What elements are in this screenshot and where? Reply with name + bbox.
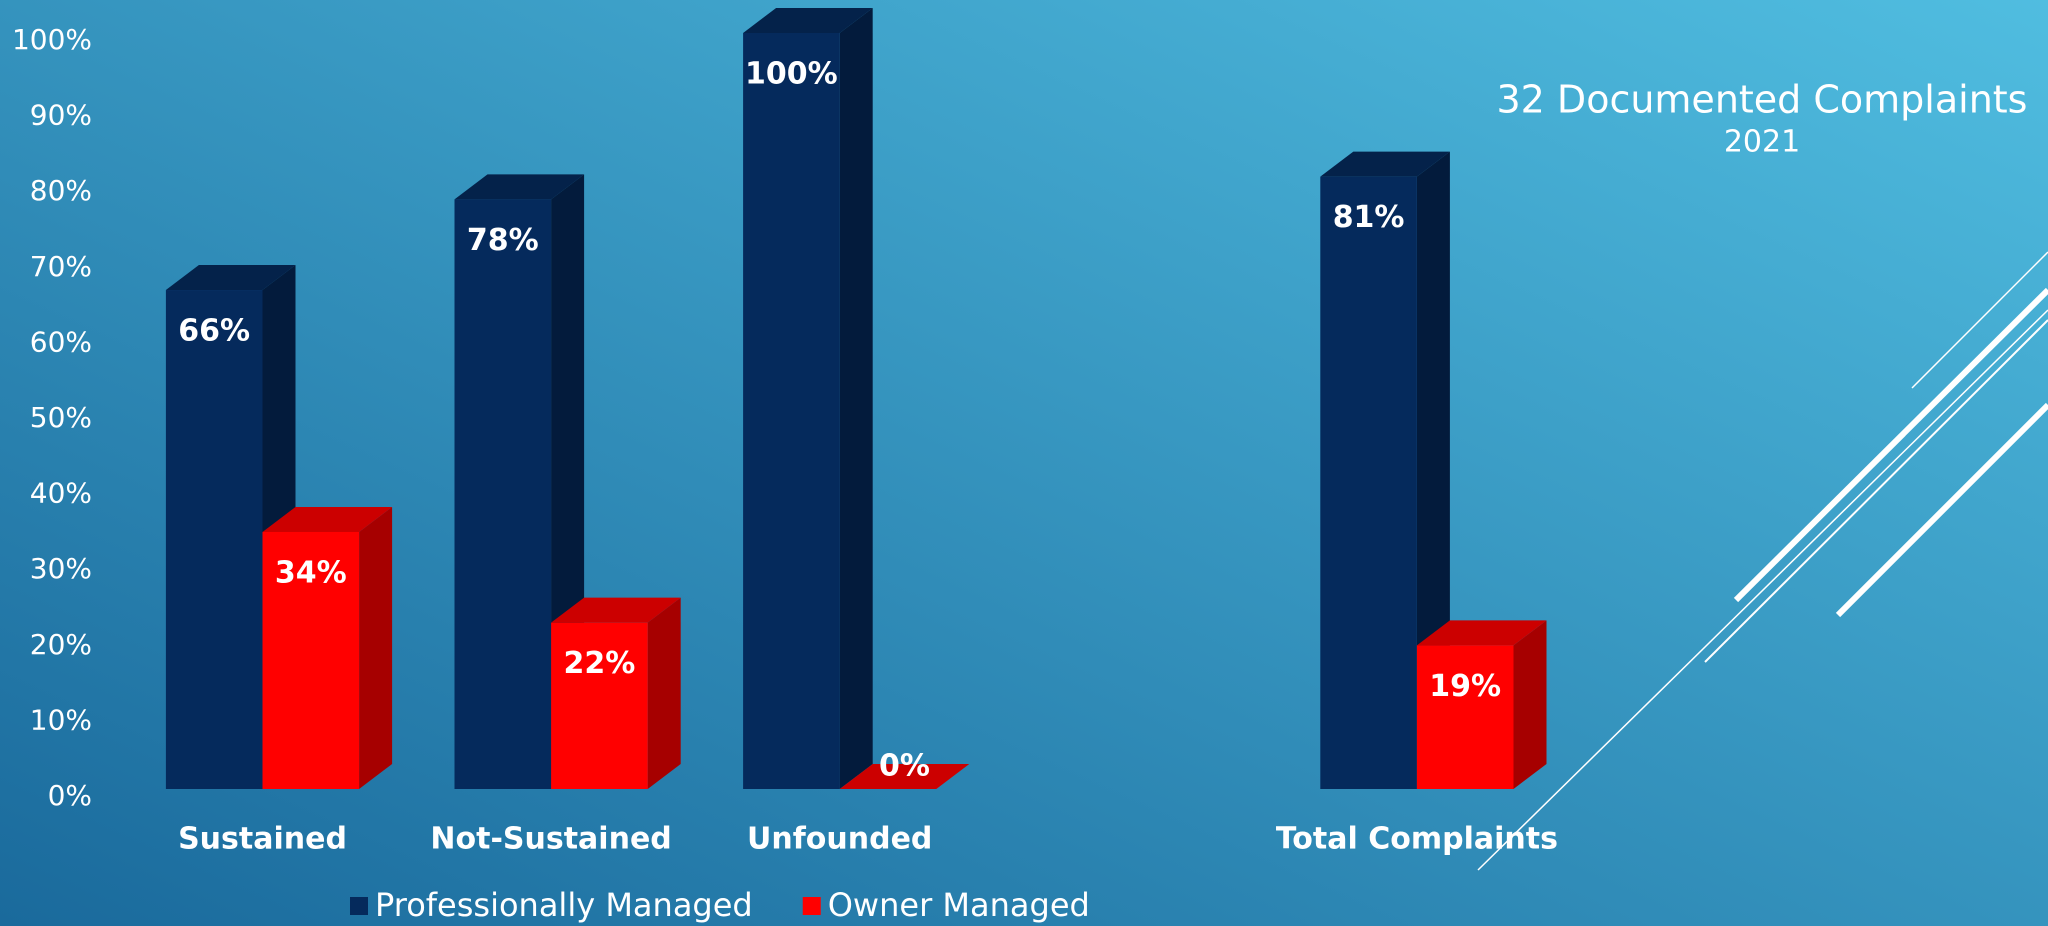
bar bbox=[165, 290, 263, 789]
bar bbox=[1320, 176, 1417, 789]
bar-side bbox=[839, 8, 873, 789]
bar-top bbox=[1320, 151, 1450, 177]
x-tick-label: Sustained bbox=[178, 822, 347, 857]
bar bbox=[1416, 645, 1514, 789]
decoration bbox=[1477, 251, 2048, 871]
bar-top bbox=[1416, 620, 1547, 646]
y-tick-label: 30% bbox=[30, 552, 92, 585]
legend-swatch bbox=[350, 897, 368, 915]
y-tick-label: 70% bbox=[30, 250, 92, 283]
data-label: 19% bbox=[1429, 669, 1501, 704]
y-tick-label: 90% bbox=[30, 99, 92, 132]
bar-top bbox=[839, 764, 970, 789]
x-tick-label: Total Complaints bbox=[1276, 822, 1558, 857]
bar-side bbox=[1513, 620, 1547, 789]
bar-top bbox=[165, 265, 296, 291]
bar bbox=[743, 33, 840, 789]
y-tick-label: 0% bbox=[48, 779, 92, 812]
data-label: 22% bbox=[563, 646, 635, 681]
data-label: 78% bbox=[467, 223, 539, 258]
bar-side bbox=[359, 506, 393, 789]
bar-side bbox=[647, 597, 681, 789]
bar bbox=[551, 622, 648, 789]
y-tick-label: 60% bbox=[30, 325, 92, 358]
data-label: 100% bbox=[745, 57, 838, 92]
bar bbox=[454, 199, 552, 789]
data-label: 81% bbox=[1333, 200, 1405, 235]
y-tick-label: 10% bbox=[30, 703, 92, 736]
legend-swatch bbox=[802, 897, 821, 915]
x-tick-label: Not-Sustained bbox=[430, 822, 671, 857]
legend-label: Professionally Managed bbox=[375, 886, 753, 924]
data-label: 34% bbox=[275, 555, 347, 590]
bar-top bbox=[551, 597, 681, 623]
y-tick-label: 80% bbox=[30, 174, 92, 207]
bar bbox=[262, 531, 360, 789]
y-tick-label: 50% bbox=[30, 401, 92, 434]
y-tick-label: 20% bbox=[30, 628, 92, 661]
bar-top bbox=[262, 506, 393, 532]
x-tick-label: Unfounded bbox=[747, 822, 932, 857]
data-label: 0% bbox=[879, 749, 930, 784]
bar-top bbox=[454, 174, 585, 200]
y-tick-label: 100% bbox=[12, 23, 92, 56]
bar-top bbox=[743, 8, 873, 33]
y-tick-label: 40% bbox=[30, 477, 92, 510]
chart-subtitle: 2021 bbox=[1724, 125, 1800, 160]
legend-label: Owner Managed bbox=[828, 886, 1090, 924]
chart-title: 32 Documented Complaints bbox=[1497, 78, 2028, 122]
data-label: 66% bbox=[178, 314, 250, 349]
